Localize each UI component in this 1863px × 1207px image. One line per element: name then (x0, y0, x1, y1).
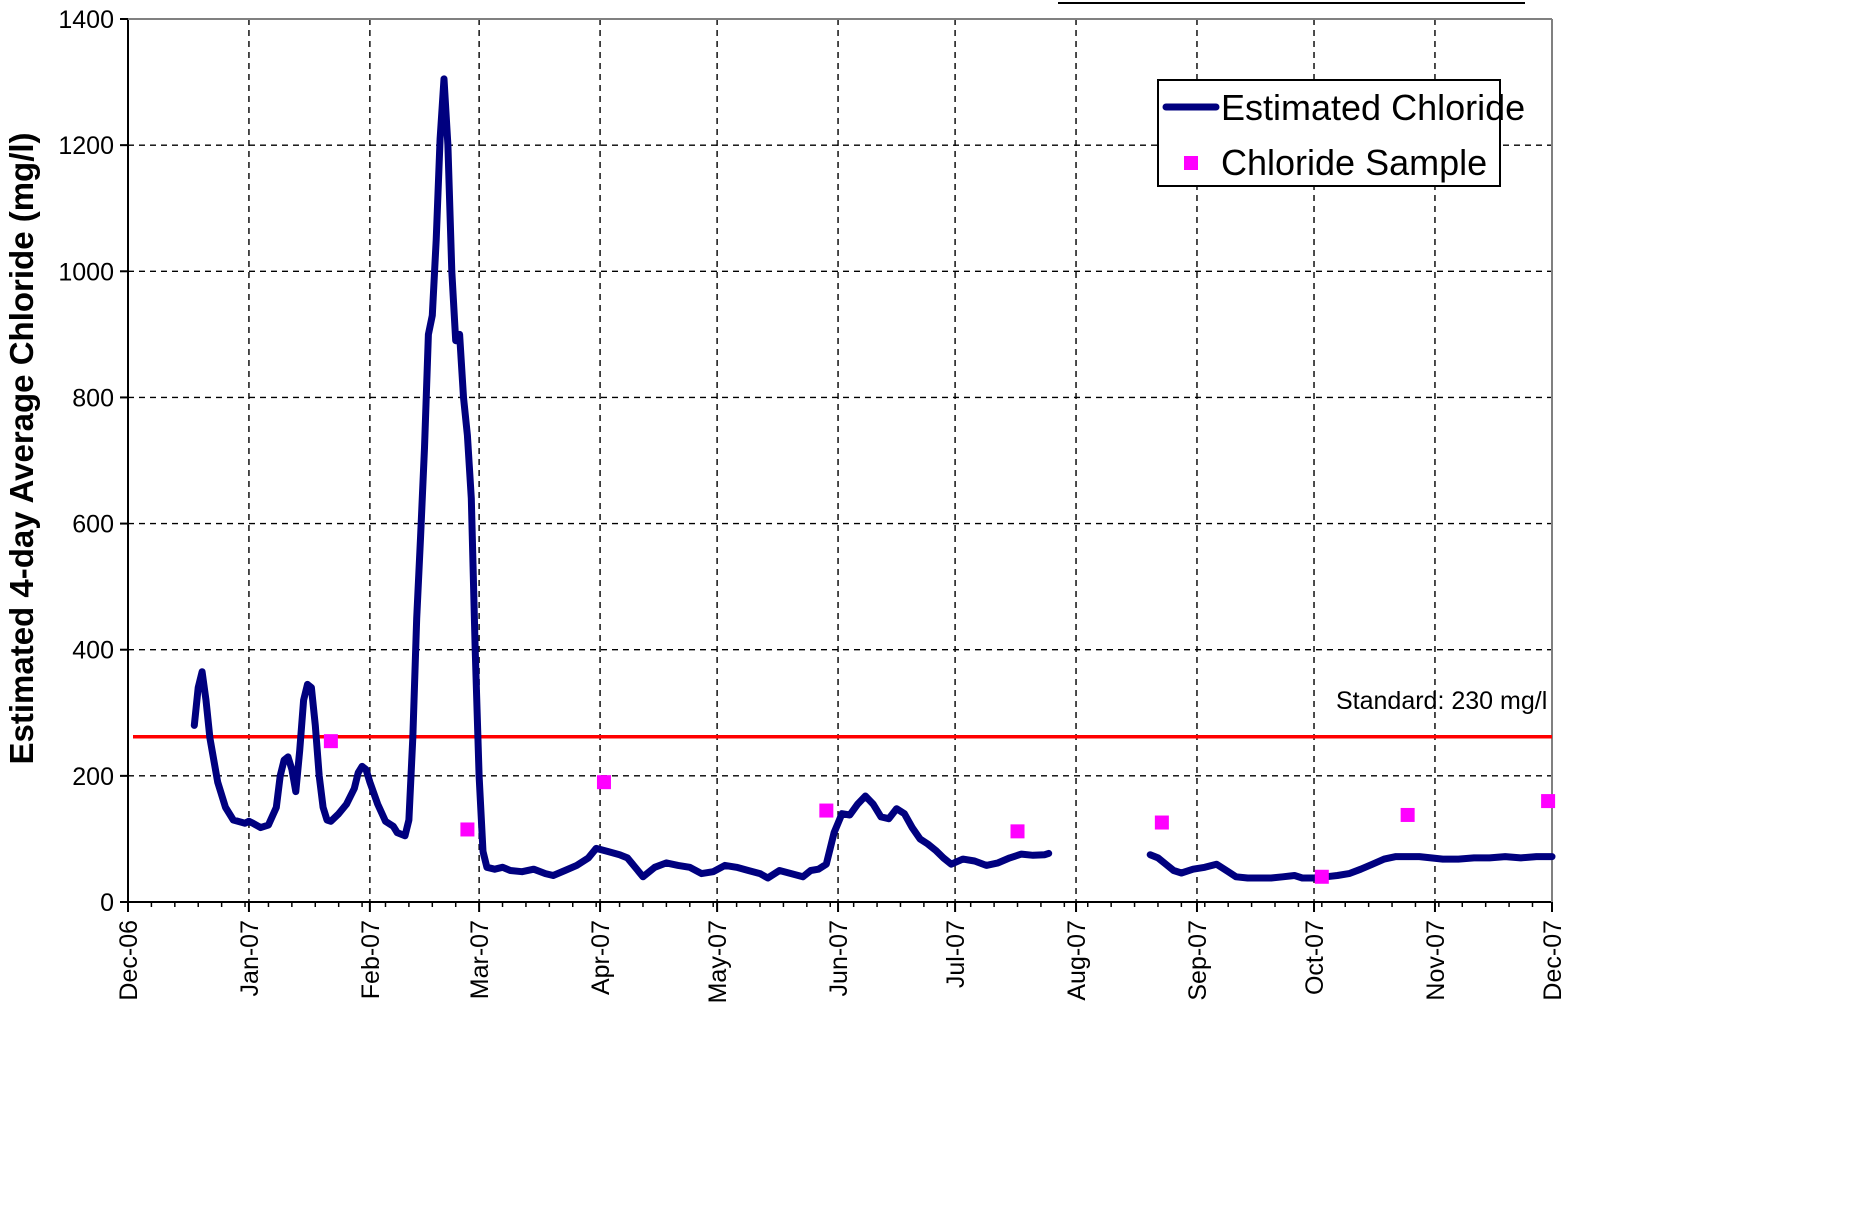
chloride-sample-point (460, 822, 475, 837)
legend: Estimated Chloride Chloride Sample (1157, 79, 1525, 187)
x-tick-label: Apr-07 (587, 920, 615, 995)
x-tick-label: Dec-06 (115, 920, 143, 1001)
x-tick-label: May-07 (704, 920, 732, 1003)
axis-ticks (120, 18, 1553, 912)
y-axis-title: Estimated 4-day Average Chloride (mg/l) (3, 132, 40, 764)
x-tick-label: Nov-07 (1422, 920, 1450, 1001)
chloride-sample-point (819, 803, 834, 818)
estimated-chloride-line (190, 75, 1053, 882)
y-tick-label: 200 (72, 763, 114, 791)
legend-box (1157, 79, 1501, 187)
y-tick-label: 1200 (58, 132, 114, 160)
chloride-sample-point (596, 775, 611, 790)
x-tick-label: Aug-07 (1063, 920, 1091, 1001)
x-tick-labels: Dec-06 Jan-07 Feb-07 Mar-07 Apr-07 May-07 Jun-… (115, 920, 1567, 1003)
chloride-sample-point (1400, 807, 1415, 822)
chloride-sample-point (1010, 824, 1025, 839)
chloride-sample-point (1154, 815, 1169, 830)
x-tick-label: Jul-07 (942, 920, 970, 988)
x-tick-label: Sep-07 (1184, 920, 1212, 1001)
legend-label-chloride-sample: Chloride Sample (1221, 142, 1487, 183)
x-tick-label: Feb-07 (357, 920, 385, 999)
legend-label-estimated-chloride: Estimated Chloride (1221, 87, 1525, 128)
x-tick-label: Dec-07 (1539, 920, 1567, 1001)
y-tick-label: 600 (72, 511, 114, 539)
y-tick-label: 800 (72, 384, 114, 412)
standard-label: Standard: 230 mg/l (1336, 687, 1547, 715)
y-tick-label: 400 (72, 637, 114, 665)
chloride-sample-point (323, 734, 338, 749)
x-tick-label: Mar-07 (466, 920, 494, 999)
y-tick-label: 1000 (58, 258, 114, 286)
x-tick-label: Oct-07 (1301, 920, 1329, 995)
y-tick-labels: 0 200 400 600 800 1000 1200 1400 (58, 6, 114, 917)
series-chloride-sample (323, 734, 1556, 884)
x-tick-label: Jan-07 (236, 920, 264, 996)
x-tick-label: Jun-07 (825, 920, 853, 996)
y-tick-label: 1400 (58, 6, 114, 34)
chloride-sample-point (1314, 869, 1329, 884)
legend-marker-swatch (1184, 156, 1198, 170)
chloride-sample-point (1541, 794, 1556, 809)
y-tick-label: 0 (100, 889, 114, 917)
